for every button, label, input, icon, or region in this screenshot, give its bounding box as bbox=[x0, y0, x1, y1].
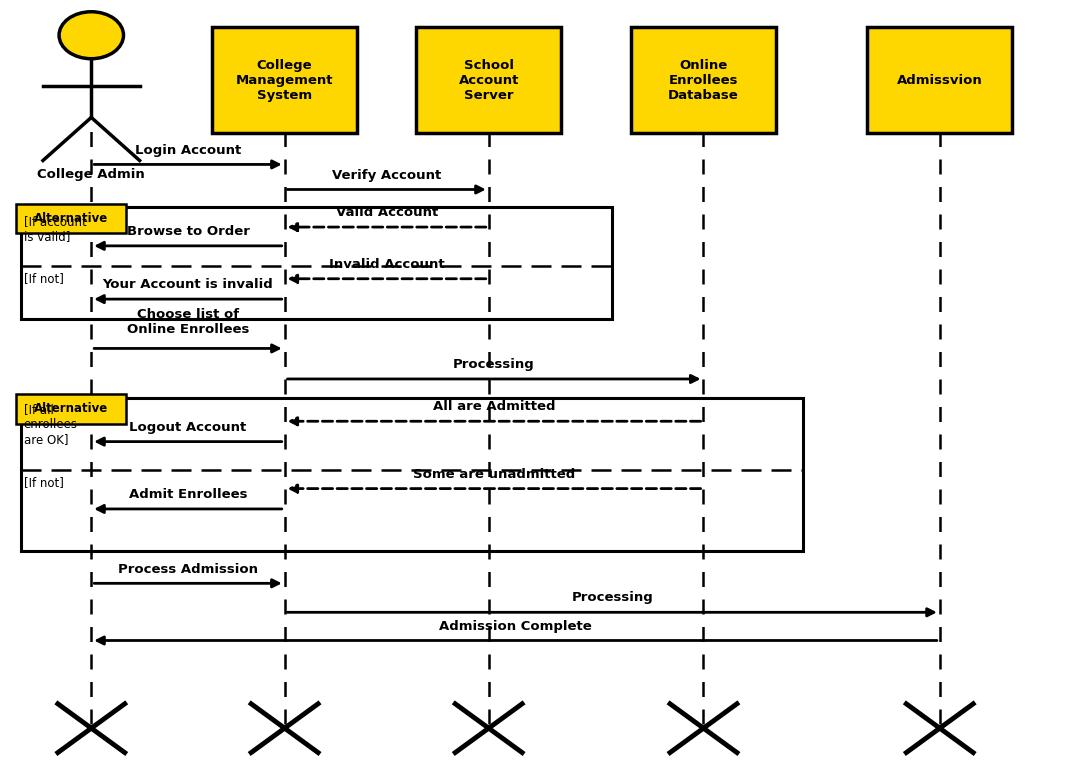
FancyBboxPatch shape bbox=[417, 27, 561, 133]
Text: Logout Account: Logout Account bbox=[129, 420, 247, 434]
Text: [If account
is valid]: [If account is valid] bbox=[24, 215, 86, 244]
Text: Processing: Processing bbox=[571, 591, 653, 604]
Text: Online
Enrollees
Database: Online Enrollees Database bbox=[668, 59, 739, 102]
Text: Invalid Account: Invalid Account bbox=[329, 258, 445, 271]
Text: All are Admitted: All are Admitted bbox=[433, 400, 555, 413]
Text: Admissvion: Admissvion bbox=[897, 74, 983, 87]
Circle shape bbox=[59, 12, 124, 59]
Text: Login Account: Login Account bbox=[135, 143, 241, 157]
Bar bbox=[21, 207, 612, 319]
FancyBboxPatch shape bbox=[632, 27, 775, 133]
FancyBboxPatch shape bbox=[16, 394, 126, 424]
Text: [If not]: [If not] bbox=[24, 476, 63, 489]
Text: Browse to Order: Browse to Order bbox=[127, 225, 249, 238]
Text: Your Account is invalid: Your Account is invalid bbox=[103, 278, 273, 291]
Text: Processing: Processing bbox=[453, 358, 535, 371]
Text: Valid Account: Valid Account bbox=[335, 206, 438, 219]
Text: Alternative: Alternative bbox=[33, 212, 108, 225]
Text: [If all
enrollees
are OK]: [If all enrollees are OK] bbox=[24, 403, 77, 446]
Text: Choose list of
Online Enrollees: Choose list of Online Enrollees bbox=[127, 308, 249, 336]
Text: [If not]: [If not] bbox=[24, 272, 63, 286]
Text: School
Account
Server: School Account Server bbox=[459, 59, 519, 102]
Text: College Admin: College Admin bbox=[38, 168, 145, 182]
FancyBboxPatch shape bbox=[213, 27, 357, 133]
Text: Alternative: Alternative bbox=[33, 402, 108, 415]
Text: Some are unadmitted: Some are unadmitted bbox=[412, 467, 576, 481]
Text: Process Admission: Process Admission bbox=[118, 562, 258, 576]
Bar bbox=[21, 398, 803, 551]
FancyBboxPatch shape bbox=[16, 204, 126, 233]
Text: Admit Enrollees: Admit Enrollees bbox=[129, 488, 247, 501]
Text: College
Management
System: College Management System bbox=[236, 59, 333, 102]
Text: Verify Account: Verify Account bbox=[332, 168, 441, 182]
Text: Admission Complete: Admission Complete bbox=[439, 619, 592, 633]
FancyBboxPatch shape bbox=[868, 27, 1012, 133]
